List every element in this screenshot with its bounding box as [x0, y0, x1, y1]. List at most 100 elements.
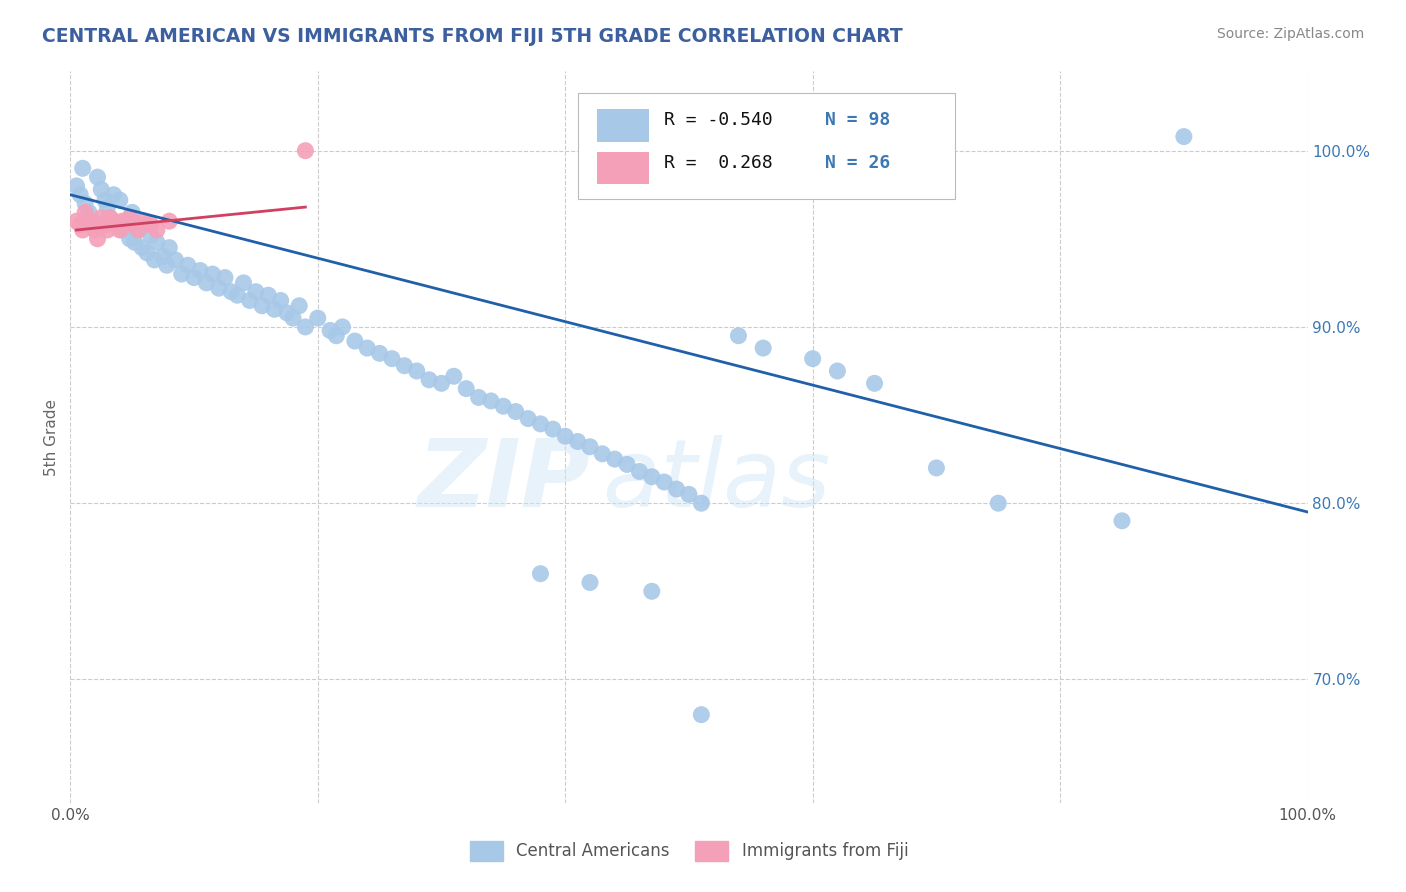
Point — [201, 267, 224, 281]
Point — [86, 232, 108, 246]
Point — [143, 252, 166, 267]
Point — [591, 447, 613, 461]
Point — [232, 276, 254, 290]
Point — [418, 373, 440, 387]
Point — [90, 182, 112, 196]
Point — [98, 211, 121, 225]
Point — [170, 267, 193, 281]
Point — [925, 461, 948, 475]
Point — [517, 411, 540, 425]
Point — [96, 223, 118, 237]
Point — [257, 288, 280, 302]
Point — [77, 205, 100, 219]
Point — [108, 223, 131, 237]
Text: R = -0.540: R = -0.540 — [664, 112, 773, 129]
Point — [115, 214, 138, 228]
Point — [381, 351, 404, 366]
Point — [394, 359, 416, 373]
Point — [103, 214, 125, 228]
Point — [146, 235, 169, 250]
Point — [288, 299, 311, 313]
Point — [356, 341, 378, 355]
Point — [529, 417, 551, 431]
Point — [270, 293, 292, 308]
Point — [690, 496, 713, 510]
Text: Source: ZipAtlas.com: Source: ZipAtlas.com — [1216, 27, 1364, 41]
Point — [103, 187, 125, 202]
Point — [226, 288, 249, 302]
Point — [541, 422, 564, 436]
Point — [616, 458, 638, 472]
FancyBboxPatch shape — [578, 94, 955, 200]
Point — [65, 214, 87, 228]
Point — [136, 246, 159, 260]
Point — [430, 376, 453, 391]
Point — [505, 404, 527, 418]
Point — [75, 196, 97, 211]
Point — [121, 205, 143, 219]
Point — [529, 566, 551, 581]
Point — [245, 285, 267, 299]
Point — [183, 270, 205, 285]
Point — [214, 270, 236, 285]
Point — [343, 334, 366, 348]
Point — [987, 496, 1010, 510]
Point — [82, 218, 104, 232]
Point — [665, 482, 688, 496]
Point — [276, 306, 298, 320]
Point — [332, 320, 354, 334]
Point — [139, 218, 162, 232]
Point — [443, 369, 465, 384]
Point — [157, 241, 180, 255]
Point — [177, 258, 200, 272]
Point — [641, 469, 664, 483]
Point — [84, 223, 107, 237]
Point — [118, 232, 141, 246]
Point — [86, 170, 108, 185]
FancyBboxPatch shape — [598, 110, 650, 142]
Point — [134, 214, 156, 228]
Text: N = 26: N = 26 — [825, 153, 890, 172]
Point — [863, 376, 886, 391]
Point — [121, 214, 143, 228]
Point — [94, 193, 117, 207]
Text: atlas: atlas — [602, 435, 831, 526]
Point — [456, 382, 478, 396]
Point — [294, 144, 316, 158]
Point — [294, 320, 316, 334]
Point — [82, 214, 104, 228]
Point — [152, 249, 174, 263]
Point — [567, 434, 589, 449]
Point — [801, 351, 824, 366]
Point — [219, 285, 242, 299]
Point — [827, 364, 849, 378]
Point — [65, 178, 87, 193]
Point — [579, 575, 602, 590]
Point — [554, 429, 576, 443]
Point — [72, 223, 94, 237]
Point — [628, 465, 651, 479]
Point — [368, 346, 391, 360]
Point — [157, 214, 180, 228]
Point — [111, 214, 134, 228]
Point — [75, 205, 97, 219]
Point — [467, 391, 489, 405]
Point — [752, 341, 775, 355]
Text: CENTRAL AMERICAN VS IMMIGRANTS FROM FIJI 5TH GRADE CORRELATION CHART: CENTRAL AMERICAN VS IMMIGRANTS FROM FIJI… — [42, 27, 903, 45]
Point — [98, 211, 121, 225]
Point — [96, 200, 118, 214]
Point — [492, 399, 515, 413]
Legend: Central Americans, Immigrants from Fiji: Central Americans, Immigrants from Fiji — [463, 834, 915, 868]
Point — [124, 235, 146, 250]
Point — [325, 328, 347, 343]
Point — [263, 302, 285, 317]
Point — [115, 218, 138, 232]
Point — [1111, 514, 1133, 528]
Text: ZIP: ZIP — [418, 435, 591, 527]
Point — [678, 487, 700, 501]
Point — [405, 364, 427, 378]
Point — [134, 218, 156, 232]
Point — [1173, 129, 1195, 144]
Point — [84, 223, 107, 237]
Point — [105, 218, 128, 232]
